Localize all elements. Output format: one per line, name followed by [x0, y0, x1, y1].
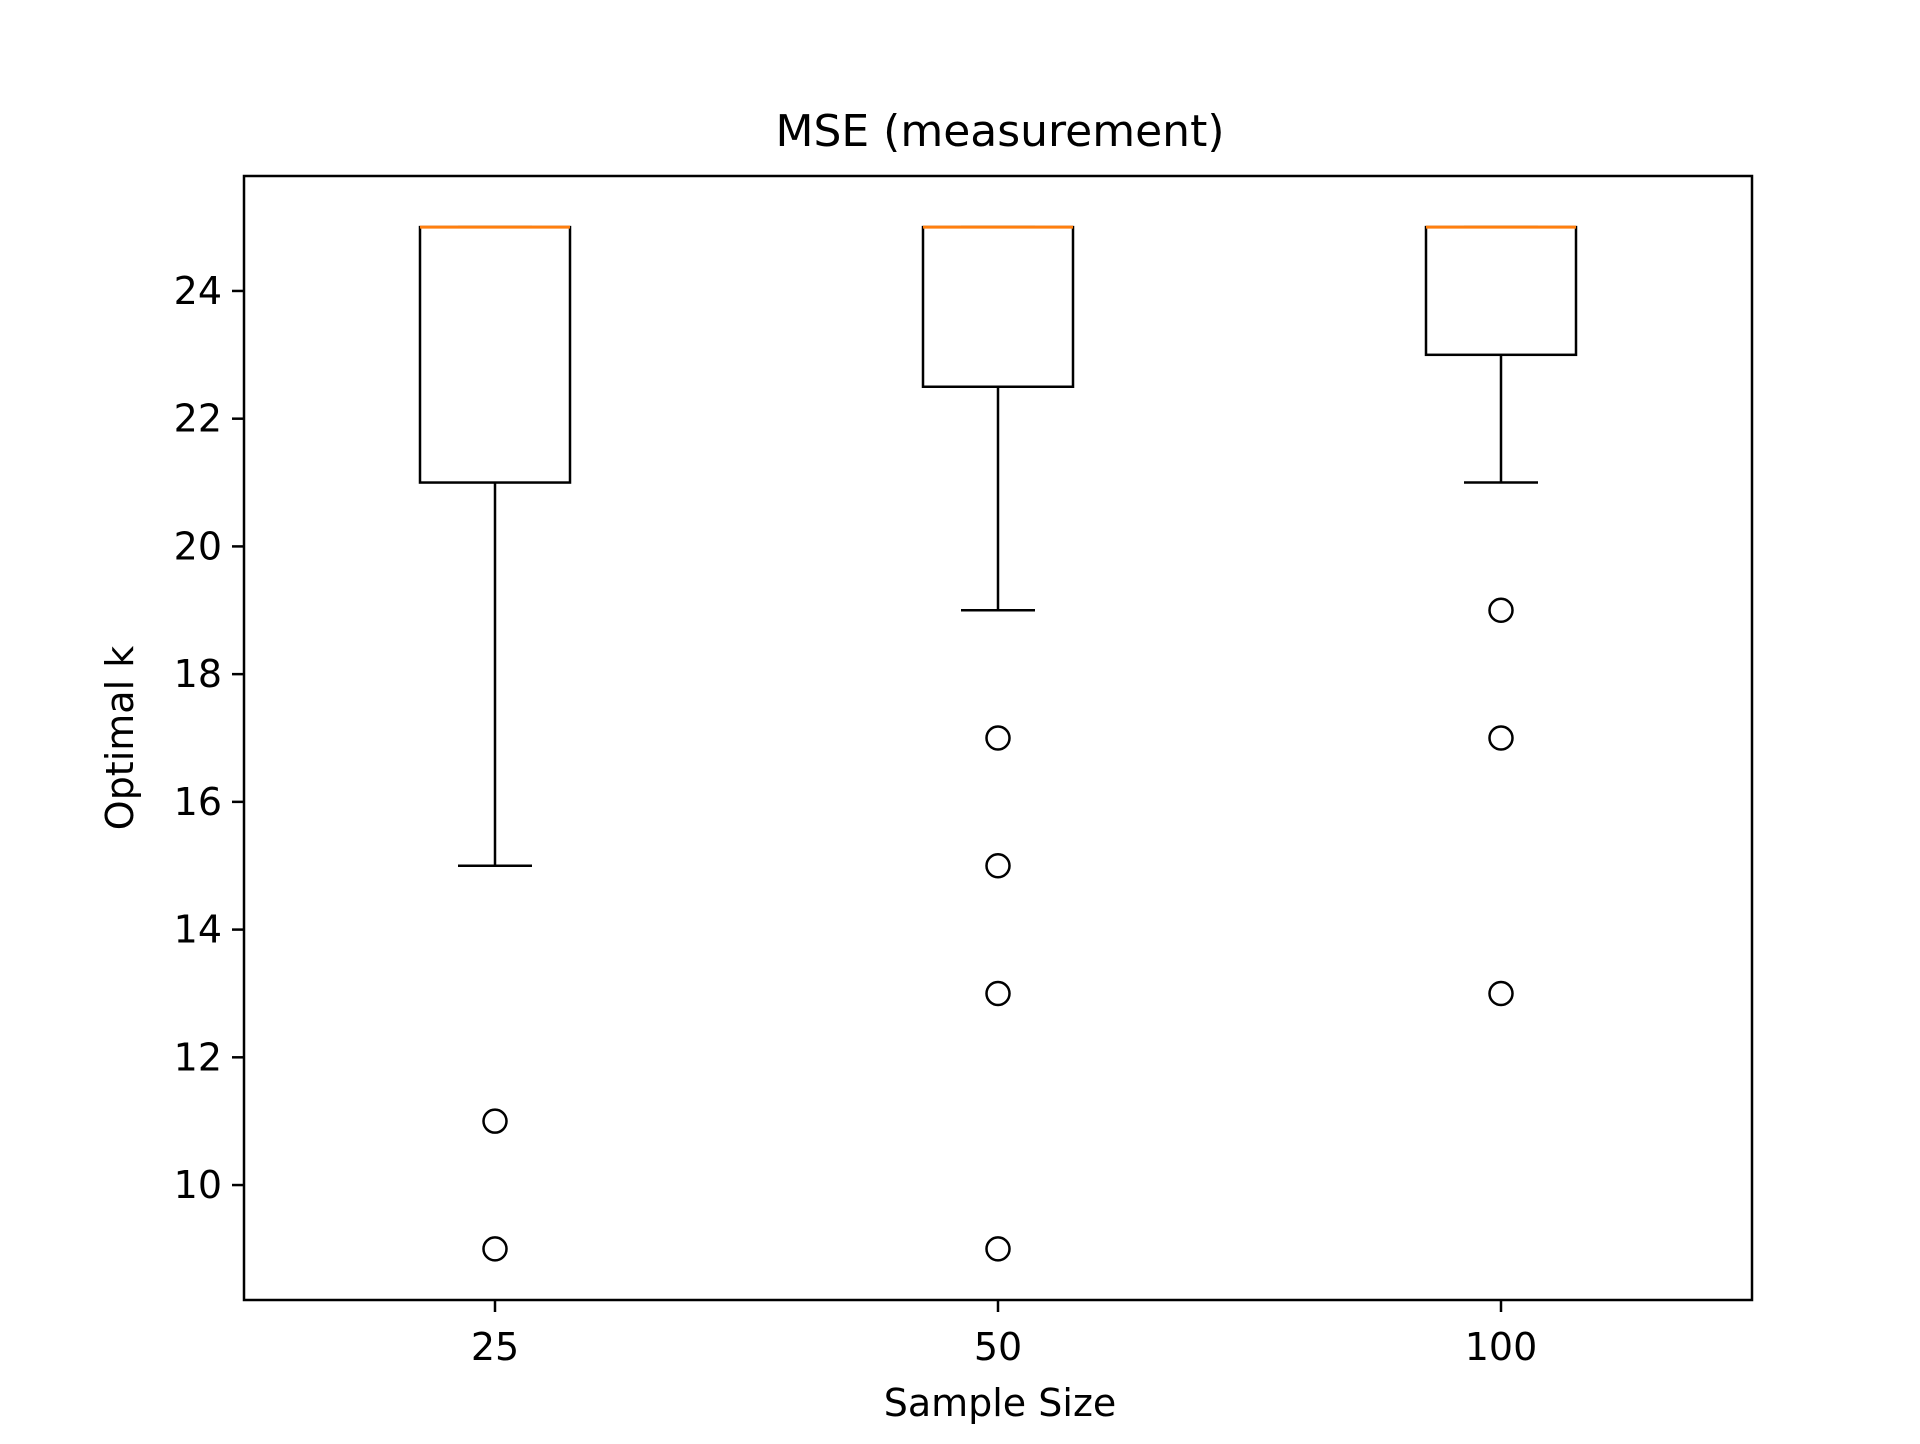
outlier-point [985, 980, 1011, 1007]
x-axis-label: Sample Size [884, 1381, 1117, 1425]
y-tick-label: 18 [174, 652, 222, 696]
y-tick-label: 20 [174, 524, 222, 568]
y-tick-label: 12 [174, 1035, 222, 1079]
outlier-point [985, 1236, 1011, 1262]
chart-title: MSE (measurement) [776, 106, 1225, 157]
x-tick-label: 25 [471, 1325, 519, 1369]
outlier-point [1488, 980, 1514, 1007]
plot-area: 10 12 14 16 18 20 22 24 25 50 100 [174, 225, 1578, 1369]
y-tick-label: 10 [174, 1163, 222, 1207]
outlier-point [1488, 725, 1514, 751]
y-tick-label: 16 [174, 780, 222, 824]
outlier-point [482, 1236, 508, 1262]
outlier-point [985, 852, 1011, 879]
x-tick-label: 50 [974, 1325, 1022, 1369]
outlier-point [985, 725, 1011, 751]
y-tick-label: 24 [174, 269, 222, 313]
outlier-point [482, 1108, 508, 1134]
y-tick-label: 22 [174, 397, 222, 441]
axes-frame [242, 174, 1754, 1302]
outlier-point [1488, 597, 1514, 624]
y-tick-label: 14 [174, 908, 222, 952]
y-axis-label: Optimal k [98, 646, 142, 830]
x-tick-label: 100 [1465, 1325, 1538, 1369]
